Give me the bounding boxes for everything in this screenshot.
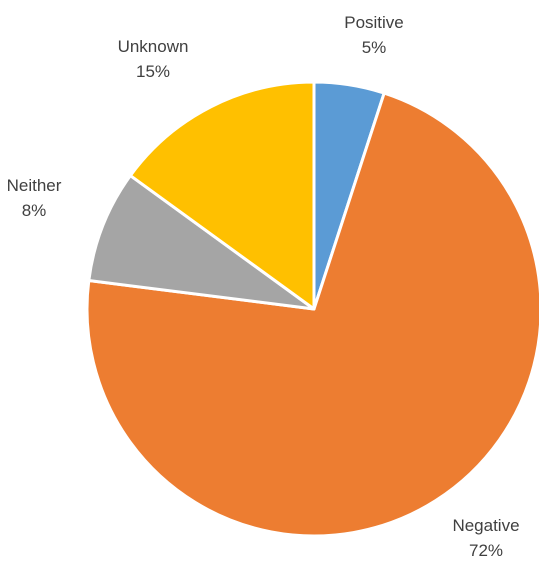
slices-layer xyxy=(85,80,539,538)
data-label-value-neither: 8% xyxy=(22,201,47,220)
pie-slice-neither xyxy=(87,174,316,311)
data-label-category-positive: Positive xyxy=(344,13,404,32)
data-label-value-unknown: 15% xyxy=(136,62,170,81)
data-label-category-negative: Negative xyxy=(452,516,519,535)
pie-slice-unknown xyxy=(128,80,316,311)
data-label-value-positive: 5% xyxy=(362,38,387,57)
data-label-category-unknown: Unknown xyxy=(118,37,189,56)
data-label-category-neither: Neither xyxy=(7,176,62,195)
labels-layer: Positive 5% Negative 72% Neither 8% Unknown 15% xyxy=(7,13,520,560)
data-label-value-negative: 72% xyxy=(469,541,503,560)
pie-slice-negative xyxy=(85,91,539,538)
